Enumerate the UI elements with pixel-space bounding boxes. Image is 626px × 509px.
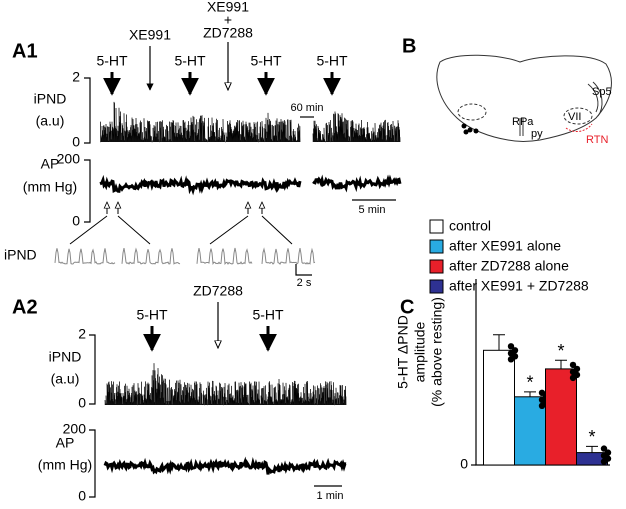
- scale-bar: [295, 264, 312, 276]
- axis-label: (mm Hg): [23, 179, 77, 195]
- axis: [89, 429, 96, 498]
- inset-arrows: [69, 202, 293, 245]
- bar: [483, 349, 515, 466]
- scale-label: 1 min: [317, 490, 344, 502]
- arrow-label: ZD7288: [193, 283, 243, 299]
- trace: [103, 456, 347, 475]
- axis: [84, 77, 91, 144]
- legend-swatch: [429, 259, 444, 274]
- trace: [104, 363, 347, 406]
- neuron-dots: [461, 123, 479, 135]
- bar: [545, 368, 577, 466]
- point: [538, 389, 546, 396]
- y-axis-label: (% above resting): [429, 297, 445, 407]
- y-axis-label: 5-HT ΔPND: [395, 315, 411, 389]
- tick-label: 0: [78, 395, 86, 411]
- tick-label: 0: [72, 213, 80, 229]
- tick-label: 0: [78, 488, 86, 504]
- axis-label: (a.u): [51, 371, 80, 387]
- region-label: RTN: [586, 134, 608, 146]
- point: [507, 343, 515, 350]
- tick-label: 0: [72, 134, 80, 150]
- arrow-label: XE991: [129, 27, 171, 43]
- region-label: Sp5: [592, 86, 612, 98]
- arrow-label: XE991: [207, 0, 249, 15]
- legend-label: after XE991 alone: [449, 238, 561, 254]
- inset-label: iPND: [4, 247, 37, 263]
- scale-label: 5 min: [359, 204, 386, 216]
- arrow-label: 5-HT: [174, 53, 206, 69]
- trace: [100, 101, 301, 143]
- y-tick-label: 0: [460, 456, 468, 472]
- error-bar: [586, 445, 598, 453]
- legend-swatch: [429, 219, 444, 234]
- arrow-label: 5-HT: [250, 53, 282, 69]
- panel-label: B: [402, 35, 416, 57]
- axis-label: iPND: [49, 349, 82, 365]
- arrow-label: 5-HT: [96, 53, 128, 69]
- significance: *: [526, 373, 533, 393]
- error-bar: [524, 391, 536, 397]
- panel-label: A1: [12, 40, 38, 62]
- arrows: [103, 42, 341, 96]
- region-label: RPa: [512, 116, 534, 128]
- panel-label: A2: [12, 296, 38, 318]
- point: [600, 458, 608, 465]
- tick-label: 2: [78, 326, 86, 342]
- trace: [312, 174, 402, 193]
- significance: *: [588, 427, 595, 447]
- legend-label: after XE991 + ZD7288: [449, 278, 589, 294]
- legend-swatch: [429, 239, 444, 254]
- point: [600, 445, 608, 452]
- point: [538, 402, 546, 409]
- axis-label: iPND: [34, 91, 67, 107]
- axis-label: (mm Hg): [38, 457, 92, 473]
- arrow-label: 5-HT: [136, 307, 168, 323]
- trace: [196, 247, 253, 265]
- error-bar: [555, 359, 567, 369]
- tick-label: 2: [72, 69, 80, 85]
- trace: [54, 248, 116, 265]
- axis-label: (a.u): [36, 113, 65, 129]
- point: [569, 361, 577, 369]
- arrow-label: 5-HT: [316, 53, 348, 69]
- arrow-label: ZD7288: [203, 25, 253, 41]
- arrow-label: 5-HT: [252, 307, 284, 323]
- legend-label: after ZD7288 alone: [449, 258, 569, 274]
- significance: *: [557, 341, 564, 361]
- trace: [121, 247, 181, 265]
- arrow-label: +: [224, 12, 232, 28]
- tick-label: 200: [63, 421, 87, 437]
- axis-label: AP: [41, 156, 60, 172]
- tick-label: 200: [57, 151, 81, 167]
- axis-label: AP: [56, 435, 75, 451]
- scale-label: 60 min: [290, 102, 323, 114]
- region-label: py: [531, 128, 543, 140]
- y-axis-label: amplitude: [412, 321, 428, 382]
- point: [569, 374, 577, 382]
- scale-label: 2 s: [297, 277, 312, 289]
- region-label: VII: [568, 111, 581, 123]
- legend-swatch: [429, 279, 444, 294]
- trace: [99, 174, 302, 196]
- legend-label: control: [449, 218, 491, 234]
- axis: [84, 159, 91, 223]
- trace: [312, 111, 401, 143]
- arrows: [143, 302, 277, 352]
- error-bar: [493, 334, 505, 351]
- point: [507, 356, 515, 363]
- trace: [261, 247, 316, 265]
- brainstem-outline: [436, 54, 612, 142]
- axis: [89, 334, 96, 405]
- panel-label: C: [400, 296, 414, 318]
